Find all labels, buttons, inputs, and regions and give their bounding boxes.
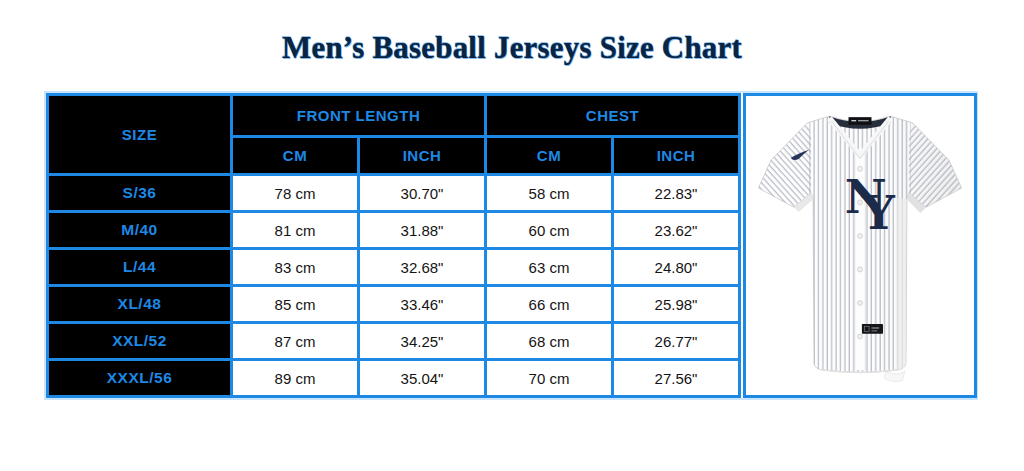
jersey-image-panel: N Y	[743, 93, 977, 398]
jock-tag	[862, 324, 883, 334]
column-header-front-cm: CM	[232, 137, 359, 175]
collar-size-label	[849, 117, 872, 125]
size-chart-board: SIZE FRONT LENGTH CHEST CM INCH CM INCH …	[46, 93, 976, 398]
front-inch: 30.70"	[359, 175, 486, 212]
front-cm: 85 cm	[232, 286, 359, 323]
front-inch: 31.88"	[359, 212, 486, 249]
front-cm: 87 cm	[232, 323, 359, 360]
size-label: XXL/52	[48, 323, 232, 360]
front-cm: 89 cm	[232, 360, 359, 397]
column-header-front-inch: INCH	[359, 137, 486, 175]
size-label: M/40	[48, 212, 232, 249]
front-inch: 35.04"	[359, 360, 486, 397]
chest-inch: 22.83"	[613, 175, 740, 212]
chest-inch: 24.80"	[613, 249, 740, 286]
front-cm: 83 cm	[232, 249, 359, 286]
size-label: XXXL/56	[48, 360, 232, 397]
monogram-y: Y	[861, 186, 896, 240]
front-cm: 78 cm	[232, 175, 359, 212]
column-group-front-length: FRONT LENGTH	[232, 95, 486, 137]
size-label: S/36	[48, 175, 232, 212]
table-row: XL/48 85 cm 33.46" 66 cm 25.98"	[48, 286, 740, 323]
table-row: S/36 78 cm 30.70" 58 cm 22.83"	[48, 175, 740, 212]
chest-cm: 58 cm	[486, 175, 613, 212]
size-label: XL/48	[48, 286, 232, 323]
size-chart-table: SIZE FRONT LENGTH CHEST CM INCH CM INCH …	[46, 93, 741, 398]
chest-cm: 63 cm	[486, 249, 613, 286]
page-title: Men’s Baseball Jerseys Size Chart	[0, 30, 1024, 66]
front-inch: 34.25"	[359, 323, 486, 360]
table-row: L/44 83 cm 32.68" 63 cm 24.80"	[48, 249, 740, 286]
hem-tail	[884, 371, 905, 382]
table-row: XXL/52 87 cm 34.25" 68 cm 26.77"	[48, 323, 740, 360]
column-header-size: SIZE	[48, 95, 232, 175]
chest-cm: 70 cm	[486, 360, 613, 397]
front-cm: 81 cm	[232, 212, 359, 249]
column-header-chest-cm: CM	[486, 137, 613, 175]
chest-cm: 66 cm	[486, 286, 613, 323]
table-row: M/40 81 cm 31.88" 60 cm 23.62"	[48, 212, 740, 249]
chest-inch: 25.98"	[613, 286, 740, 323]
chest-inch: 27.56"	[613, 360, 740, 397]
column-group-chest: CHEST	[486, 95, 740, 137]
table-row: XXXL/56 89 cm 35.04" 70 cm 27.56"	[48, 360, 740, 397]
body-shadow	[897, 197, 907, 369]
jersey-image: N Y	[746, 98, 974, 394]
chest-inch: 23.62"	[613, 212, 740, 249]
front-inch: 33.46"	[359, 286, 486, 323]
front-inch: 32.68"	[359, 249, 486, 286]
chest-cm: 60 cm	[486, 212, 613, 249]
size-label: L/44	[48, 249, 232, 286]
chest-cm: 68 cm	[486, 323, 613, 360]
chest-inch: 26.77"	[613, 323, 740, 360]
column-header-chest-inch: INCH	[613, 137, 740, 175]
